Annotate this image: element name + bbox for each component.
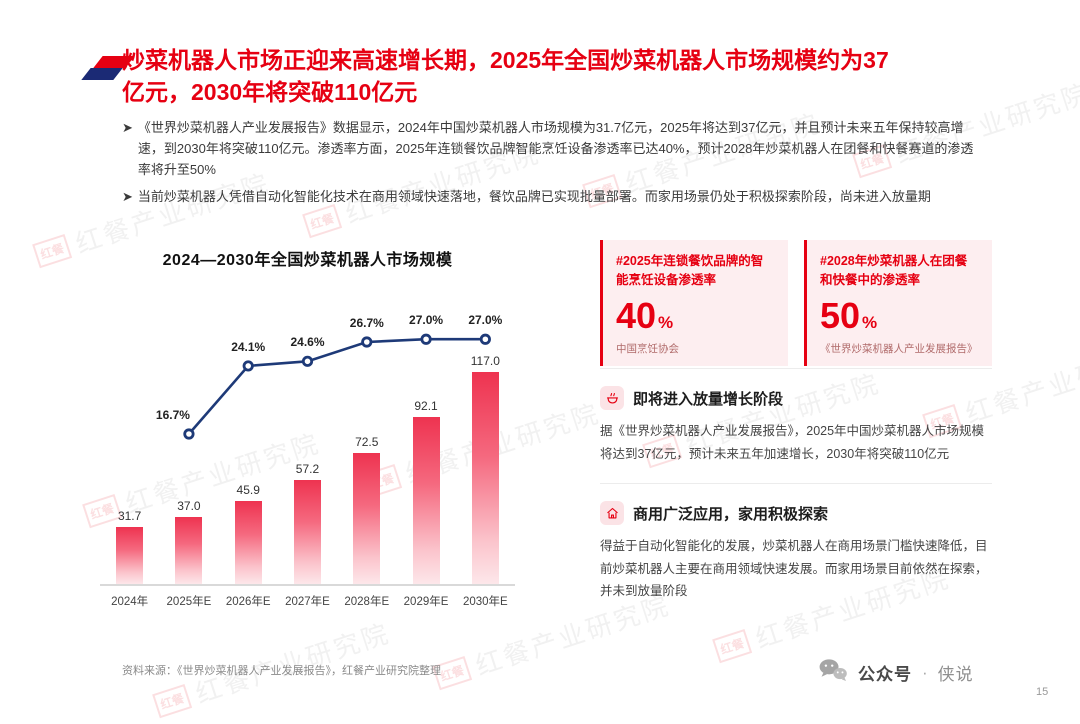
bar-column: 37.0 <box>159 284 218 584</box>
bar-value-label: 92.1 <box>414 399 438 413</box>
bar-value-label: 37.0 <box>177 499 201 513</box>
penetration-line <box>183 333 491 440</box>
x-axis-label: 2029年E <box>403 596 449 608</box>
stat-heading: #2028年炒菜机器人在团餐和快餐中的渗透率 <box>820 254 968 287</box>
market-size-bar <box>116 527 144 584</box>
x-axis-label: 2028年E <box>344 596 390 608</box>
penetration-rate-label: 16.7% <box>155 408 190 422</box>
bar-column: 57.2 <box>278 284 337 584</box>
stat-number: 40 <box>616 295 657 336</box>
bar-value-label: 45.9 <box>236 483 260 497</box>
insight-title: 商用广泛应用，家用积极探索 <box>633 505 829 523</box>
market-size-bar <box>293 480 321 584</box>
page-title: 炒菜机器人市场正迎来高速增长期，2025年全国炒菜机器人市场规模约为37亿元，2… <box>122 47 889 106</box>
market-size-chart: 2024—2030年全国炒菜机器人市场规模 31.7 37.0 45.9 57.2 72… <box>100 246 515 609</box>
bullet-item: ➤ 《世界炒菜机器人产业发展报告》数据显示，2024年中国炒菜机器人市场规模为3… <box>122 118 984 180</box>
insight-title: 即将进入放量增长阶段 <box>633 390 784 408</box>
bullet-item: ➤ 当前炒菜机器人凭借自动化智能化技术在商用领域快速落地，餐饮品牌已实现批量部署… <box>122 187 984 208</box>
bar-column: 72.5 <box>337 284 396 584</box>
insight-header: 商用广泛应用，家用积极探索 <box>600 501 992 525</box>
market-size-bar <box>471 372 499 584</box>
market-size-bar <box>234 501 262 584</box>
stat-unit: % <box>862 313 878 332</box>
cooking-pot-icon <box>600 386 624 410</box>
penetration-rate-label: 27.0% <box>468 313 503 328</box>
stat-source: 《世界炒菜机器人产业发展报告》 <box>820 343 978 355</box>
chart-title: 2024—2030年全国炒菜机器人市场规模 <box>162 252 453 269</box>
chart-plot-area: 31.7 37.0 45.9 57.2 72.5 92.1 117.0 16.7% 24.1%… <box>100 284 515 586</box>
x-axis-label: 2027年E <box>285 596 330 608</box>
stat-card-penetration-2028: #2028年炒菜机器人在团餐和快餐中的渗透率 50% 《世界炒菜机器人产业发展报… <box>804 240 992 366</box>
summary-bullets: ➤ 《世界炒菜机器人产业发展报告》数据显示，2024年中国炒菜机器人市场规模为3… <box>122 118 984 215</box>
insight-header: 即将进入放量增长阶段 <box>600 386 992 410</box>
stat-number: 50 <box>820 295 861 336</box>
x-axis-label: 2025年E <box>166 596 212 608</box>
x-axis-label: 2026年E <box>225 596 271 608</box>
bullet-text: 《世界炒菜机器人产业发展报告》数据显示，2024年中国炒菜机器人市场规模为31.… <box>137 120 974 177</box>
insight-body: 据《世界炒菜机器人产业发展报告》，2025年中国炒菜机器人市场规模将达到37亿元… <box>600 424 985 461</box>
x-axis-label: 2030年E <box>462 596 508 608</box>
insight-sections: 即将进入放量增长阶段 据《世界炒菜机器人产业发展报告》，2025年中国炒菜机器人… <box>600 368 992 621</box>
stat-card-penetration-2025: #2025年连锁餐饮品牌的智能烹饪设备渗透率 40% 中国烹饪协会 <box>600 240 788 366</box>
market-size-bar <box>353 453 381 584</box>
home-icon <box>600 501 624 525</box>
bar-value-label: 72.5 <box>355 435 379 449</box>
badge-label: 公众号 <box>858 665 912 684</box>
source-note: 资料来源：《世界炒菜机器人产业发展报告》，红餐产业研究院整理 <box>122 665 441 677</box>
insight-growth-stage: 即将进入放量增长阶段 据《世界炒菜机器人产业发展报告》，2025年中国炒菜机器人… <box>600 368 992 483</box>
bar-column: 45.9 <box>219 284 278 584</box>
bar-value-label: 31.7 <box>117 509 142 523</box>
bullet-text: 当前炒菜机器人凭借自动化智能化技术在商用领域快速落地，餐饮品牌已实现批量部署。而… <box>137 189 931 205</box>
stat-cards: #2025年连锁餐饮品牌的智能烹饪设备渗透率 40% 中国烹饪协会 #2028年… <box>600 240 992 366</box>
stat-source: 中国烹饪协会 <box>616 343 679 355</box>
accent-blue-bar <box>81 68 123 80</box>
x-axis-label: 2024年 <box>111 596 149 608</box>
stat-unit: % <box>658 313 674 332</box>
bar-value-label: 57.2 <box>295 462 320 476</box>
wechat-icon <box>818 658 848 687</box>
bar-column: 92.1 <box>396 284 455 584</box>
bar-column: 117.0 <box>456 284 515 584</box>
badge-separator: · <box>922 662 928 682</box>
penetration-rate-label: 24.1% <box>231 339 266 354</box>
bar-group: 31.7 37.0 45.9 57.2 72.5 92.1 117.0 <box>100 284 515 584</box>
bullet-arrow-icon: ➤ <box>122 120 133 135</box>
insight-application: 商用广泛应用，家用积极探索 得益于自动化智能化的发展，炒菜机器人在商用场景门槛快… <box>600 483 992 621</box>
bar-value-label: 117.0 <box>470 354 500 368</box>
stat-value: 50% <box>820 298 979 334</box>
x-axis: 2024年 2025年E 2026年E 2027年E 2028年E 2029年E 2030年… <box>100 593 515 609</box>
bar-column: 31.7 <box>100 284 159 584</box>
market-size-bar <box>412 417 440 584</box>
stat-heading: #2025年连锁餐饮品牌的智能烹饪设备渗透率 <box>616 254 764 287</box>
penetration-rate-label: 27.0% <box>409 313 444 328</box>
page-number: 15 <box>1036 686 1049 698</box>
stat-value: 40% <box>616 298 775 334</box>
insight-body: 得益于自动化智能化的发展，炒菜机器人在商用场景门槛快速降低，目前炒菜机器人主要在… <box>600 539 988 598</box>
penetration-rate-label: 26.7% <box>349 316 384 330</box>
market-size-bar <box>175 517 203 584</box>
wechat-account-badge: 公众号 · 侠说 <box>818 658 974 687</box>
badge-name: 侠说 <box>937 665 974 684</box>
bullet-arrow-icon: ➤ <box>122 189 133 205</box>
penetration-rate-label: 24.6% <box>290 335 325 350</box>
